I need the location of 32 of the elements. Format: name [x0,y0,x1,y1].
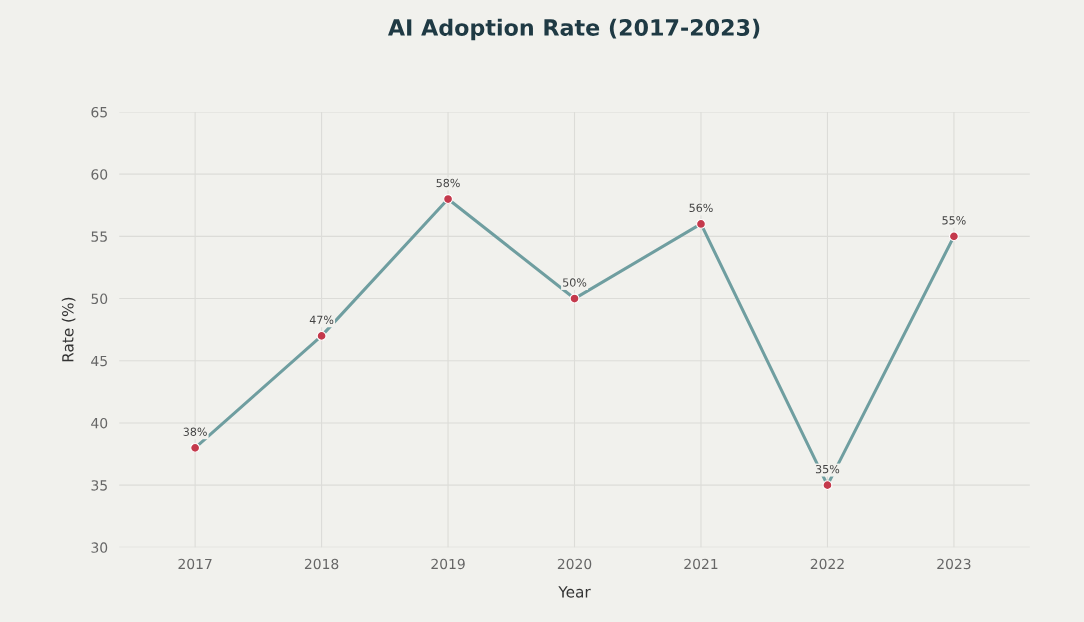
y-tick-label: 35 [91,480,107,491]
data-label: 56% [689,203,713,213]
data-label: 50% [563,278,587,287]
y-tick-label: 45 [91,355,107,367]
x-tick-label: 2021 [684,558,718,570]
x-axis-title: Year [558,586,591,598]
y-tick-label: 30 [91,542,108,553]
x-tick-label: 2023 [937,558,971,570]
data-label: 58% [436,178,460,188]
point [822,480,833,491]
y-tick-label: 55 [91,231,107,242]
y-tick-label: 50 [91,293,108,305]
point [316,330,327,341]
x-tick-label: 2019 [431,558,465,570]
point [696,218,706,229]
chart-title: AI Adoption Rate (2017-2023) [387,18,760,41]
y-tick-label: 40 [91,417,108,429]
x-tick-label: 2017 [178,558,212,570]
data-label: 47% [309,315,334,325]
point [948,231,959,242]
y-tick-label: 60 [91,169,108,180]
data-label: 38% [183,427,207,436]
y-tick-label: 65 [91,106,107,118]
point [443,194,453,204]
data-label: 35% [815,464,840,474]
x-tick-label: 2022 [810,558,844,570]
data-label: 55% [942,216,966,225]
point [190,442,201,453]
x-tick-label: 2020 [557,558,592,570]
point [569,293,580,304]
y-axis-title: Rate (%) [61,297,76,362]
x-tick-label: 2018 [304,558,339,570]
